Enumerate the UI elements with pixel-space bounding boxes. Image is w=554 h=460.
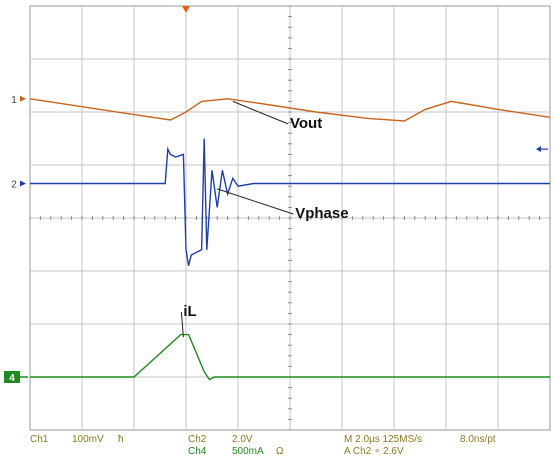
channel-marker-label: 2 bbox=[11, 180, 17, 191]
ch2-label: Ch2 bbox=[188, 434, 207, 445]
trigger-level-arrowhead bbox=[536, 146, 541, 153]
channel-2-marker-arrow bbox=[20, 180, 26, 187]
ch1-scale: 100mV bbox=[72, 434, 104, 445]
ch4-unit: Ω bbox=[276, 446, 284, 457]
trace-il bbox=[30, 333, 550, 381]
timebase-readout: M 2.0µs 125MS/s bbox=[344, 434, 423, 445]
channel-marker-label: 1 bbox=[11, 95, 17, 106]
trigger-readout: A Ch2 ∘ 2.6V bbox=[344, 446, 404, 457]
annotation-leader bbox=[180, 312, 184, 338]
ch4-scale: 500mA bbox=[232, 446, 264, 457]
trigger-position-marker bbox=[182, 6, 190, 13]
annotation-vout: Vout bbox=[290, 115, 322, 132]
annotation-leader bbox=[232, 100, 289, 125]
resolution-readout: 8.0ns/pt bbox=[460, 434, 496, 445]
annotation-leader bbox=[217, 188, 294, 215]
ch2-scale: 2.0V bbox=[232, 434, 253, 445]
trace-vphase bbox=[30, 138, 550, 266]
channel-4-marker-box bbox=[4, 371, 20, 383]
annotation-vphase: Vphase bbox=[295, 205, 348, 222]
ch1-label: Ch1 bbox=[30, 434, 49, 445]
channel-marker-label: 4 bbox=[9, 373, 15, 384]
trace-vout bbox=[29, 98, 551, 122]
channel-1-marker-arrow bbox=[20, 95, 26, 102]
ch4-label: Ch4 bbox=[188, 446, 207, 457]
annotation-il: iL bbox=[183, 303, 196, 320]
ch1-coupling: ħ bbox=[118, 434, 124, 445]
